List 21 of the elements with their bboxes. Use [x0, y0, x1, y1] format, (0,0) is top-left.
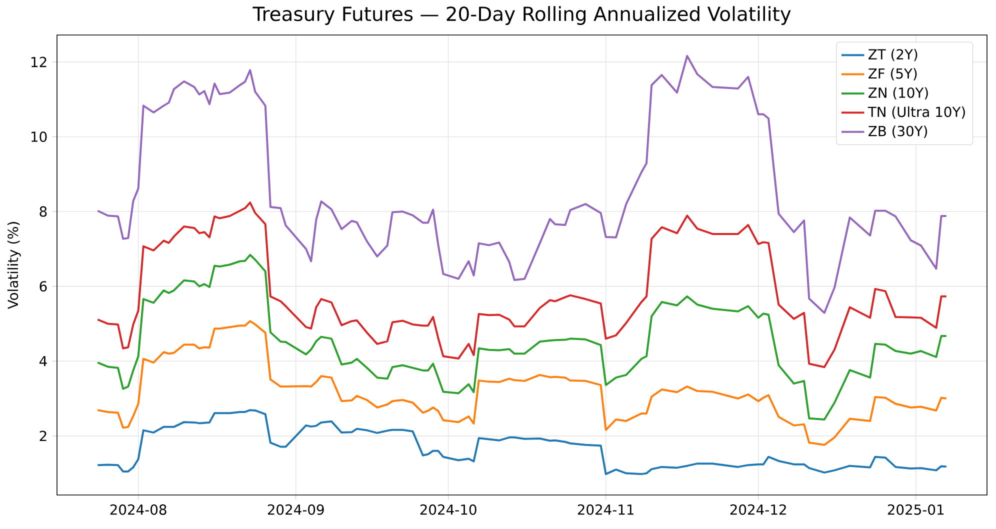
- x-tick-label: 2025-01: [888, 504, 944, 515]
- x-tick-label: 2024-10: [420, 504, 476, 515]
- x-tick-label: 2024-12: [730, 504, 786, 515]
- y-tick-label: 10: [32, 131, 47, 142]
- y-tick-label: 4: [39, 356, 47, 366]
- x-tick-label: 2024-09: [268, 504, 324, 515]
- y-tick-label: 6: [40, 281, 47, 292]
- legend-label: ZN (10Y): [868, 87, 928, 100]
- legend-label: ZT (2Y): [868, 48, 918, 62]
- line-series: [96, 202, 948, 368]
- legend-label: TN (Ultra 10Y): [868, 106, 965, 119]
- x-tick-label: 2024-08: [110, 504, 166, 515]
- y-axis-title: Volatility (%): [7, 222, 21, 310]
- legend-label: ZF (5Y): [868, 68, 917, 80]
- y-tick-label: 8: [40, 206, 47, 217]
- legend-label: ZB (30Y): [868, 126, 928, 138]
- line-series: [96, 320, 948, 446]
- y-tick-label: 2: [40, 430, 46, 442]
- chart-title: Treasury Futures — 20-Day Rolling Annualized Volatility: [252, 6, 791, 25]
- y-tick-label: 12: [32, 56, 46, 68]
- x-tick-label: 2024-11: [578, 504, 634, 515]
